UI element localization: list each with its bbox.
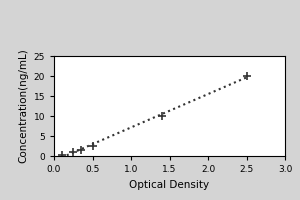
- Y-axis label: Concentration(ng/mL): Concentration(ng/mL): [18, 49, 28, 163]
- X-axis label: Optical Density: Optical Density: [129, 180, 210, 190]
